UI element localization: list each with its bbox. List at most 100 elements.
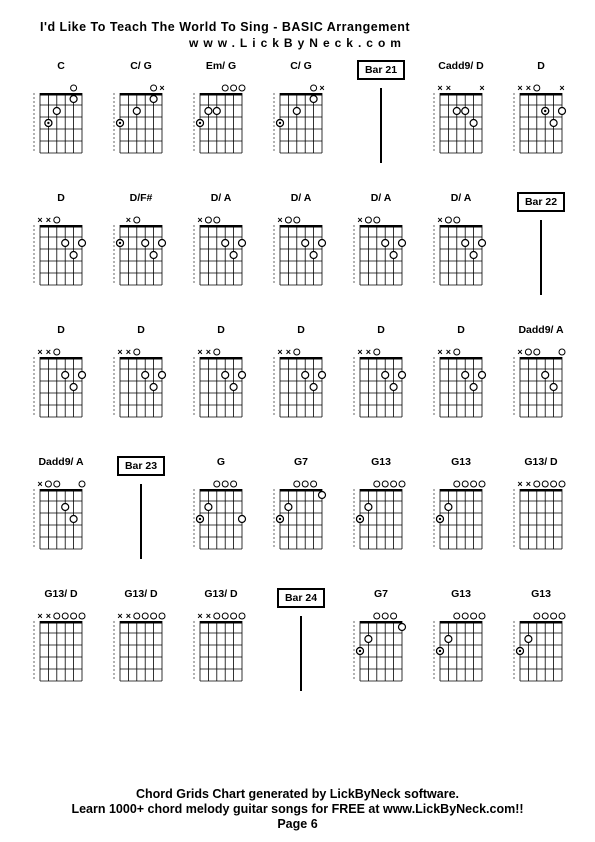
chord-diagram: D/ A × — [265, 192, 337, 312]
chord-diagram: G — [185, 456, 257, 576]
footer: Chord Grids Chart generated by LickByNec… — [0, 786, 595, 832]
page-title: I'd Like To Teach The World To Sing - BA… — [40, 20, 580, 34]
chord-name: Em/ G — [206, 60, 236, 74]
chord-diagram: D × × — [25, 192, 97, 312]
chord-diagram: G7 — [345, 588, 417, 708]
svg-text:×: × — [526, 479, 531, 489]
chord-diagram: D × × — [345, 324, 417, 444]
bar-label: Bar 21 — [357, 60, 405, 80]
chord-name: D — [537, 60, 545, 74]
chord-diagram: D × × — [105, 324, 177, 444]
chord-name: G13/ D — [124, 588, 157, 602]
chord-name: D — [137, 324, 145, 338]
chord-name: Dadd9/ A — [38, 456, 83, 470]
chord-diagram: G13/ D×× — [185, 588, 257, 708]
svg-text:×: × — [357, 347, 362, 357]
page: I'd Like To Teach The World To Sing - BA… — [0, 0, 595, 842]
svg-text:×: × — [126, 215, 131, 225]
chord-name: G7 — [374, 588, 388, 602]
svg-text:×: × — [46, 215, 51, 225]
chord-diagram: D×× — [265, 324, 337, 444]
chord-diagram: G13/ D×× — [505, 456, 577, 576]
bar-label: Bar 22 — [517, 192, 565, 212]
svg-text:×: × — [366, 347, 371, 357]
chord-name: D — [57, 324, 65, 338]
chord-diagram: G13/ D×× — [25, 588, 97, 708]
bar-line — [140, 484, 142, 559]
chord-name: D/ A — [291, 192, 312, 206]
footer-line-2: Learn 1000+ chord melody guitar songs fo… — [0, 802, 595, 816]
chord-diagram: D × × × — [505, 60, 577, 180]
chord-name: Dadd9/ A — [518, 324, 563, 338]
svg-text:×: × — [206, 611, 211, 621]
bar-line — [300, 616, 302, 691]
chord-name: G13 — [451, 588, 471, 602]
svg-text:×: × — [117, 347, 122, 357]
svg-text:×: × — [319, 83, 324, 93]
chord-diagram: Cadd9/ D××× — [425, 60, 497, 180]
chord-diagram: C/ G × — [265, 60, 337, 180]
svg-text:×: × — [437, 347, 442, 357]
chord-name: C/ G — [290, 60, 312, 74]
chord-name: D — [217, 324, 225, 338]
chord-name: G13 — [531, 588, 551, 602]
chord-diagram: G13 — [345, 456, 417, 576]
chord-diagram: D/ A× — [425, 192, 497, 312]
svg-text:×: × — [37, 215, 42, 225]
bar-line — [540, 220, 542, 295]
chord-diagram: G13 — [425, 456, 497, 576]
bar-label: Bar 24 — [277, 588, 325, 608]
bar-marker: Bar 23 — [105, 456, 177, 576]
svg-text:×: × — [46, 611, 51, 621]
bar-marker: Bar 21 — [345, 60, 417, 180]
chord-diagram: G13 — [425, 588, 497, 708]
svg-text:×: × — [37, 611, 42, 621]
chord-diagram: G13/ D×× — [105, 588, 177, 708]
footer-page: Page 6 — [0, 817, 595, 831]
svg-text:×: × — [517, 83, 522, 93]
chord-name: G13/ D — [44, 588, 77, 602]
chord-name: D/ A — [371, 192, 392, 206]
chord-diagram: Dadd9/ A × — [25, 456, 97, 576]
chord-name: D/ A — [451, 192, 472, 206]
svg-text:×: × — [479, 83, 484, 93]
chord-name: D/F# — [130, 192, 153, 206]
svg-text:×: × — [46, 347, 51, 357]
svg-text:×: × — [197, 611, 202, 621]
chord-name: D — [457, 324, 465, 338]
svg-text:×: × — [517, 479, 522, 489]
chord-grid-container: CC/ G×Em/ GC/ G×Bar 21Cadd9/ D×××D×××D××… — [25, 60, 580, 708]
chord-name: G13/ D — [204, 588, 237, 602]
bar-label: Bar 23 — [117, 456, 165, 476]
svg-text:×: × — [526, 83, 531, 93]
svg-text:×: × — [286, 347, 291, 357]
chord-name: D — [57, 192, 65, 206]
chord-name: G13/ D — [524, 456, 557, 470]
svg-text:×: × — [117, 611, 122, 621]
svg-text:×: × — [37, 347, 42, 357]
chord-diagram: Em/ G — [185, 60, 257, 180]
svg-text:×: × — [37, 479, 42, 489]
chord-name: C — [57, 60, 65, 74]
svg-text:×: × — [559, 83, 564, 93]
chord-diagram: Dadd9/ A× — [505, 324, 577, 444]
chord-diagram: G13 — [505, 588, 577, 708]
chord-diagram: D/ A× — [345, 192, 417, 312]
chord-name: G13 — [451, 456, 471, 470]
chord-diagram: C — [25, 60, 97, 180]
chord-name: Cadd9/ D — [438, 60, 484, 74]
bar-line — [380, 88, 382, 163]
svg-text:×: × — [126, 347, 131, 357]
chord-name: C/ G — [130, 60, 152, 74]
footer-line-1: Chord Grids Chart generated by LickByNec… — [0, 787, 595, 801]
chord-name: G13 — [371, 456, 391, 470]
svg-text:×: × — [277, 215, 282, 225]
svg-text:×: × — [206, 347, 211, 357]
chord-diagram: C/ G× — [105, 60, 177, 180]
svg-text:×: × — [126, 611, 131, 621]
chord-diagram: D/F# × — [105, 192, 177, 312]
svg-text:×: × — [437, 83, 442, 93]
chord-diagram: G7 — [265, 456, 337, 576]
chord-name: D — [377, 324, 385, 338]
svg-text:×: × — [446, 347, 451, 357]
